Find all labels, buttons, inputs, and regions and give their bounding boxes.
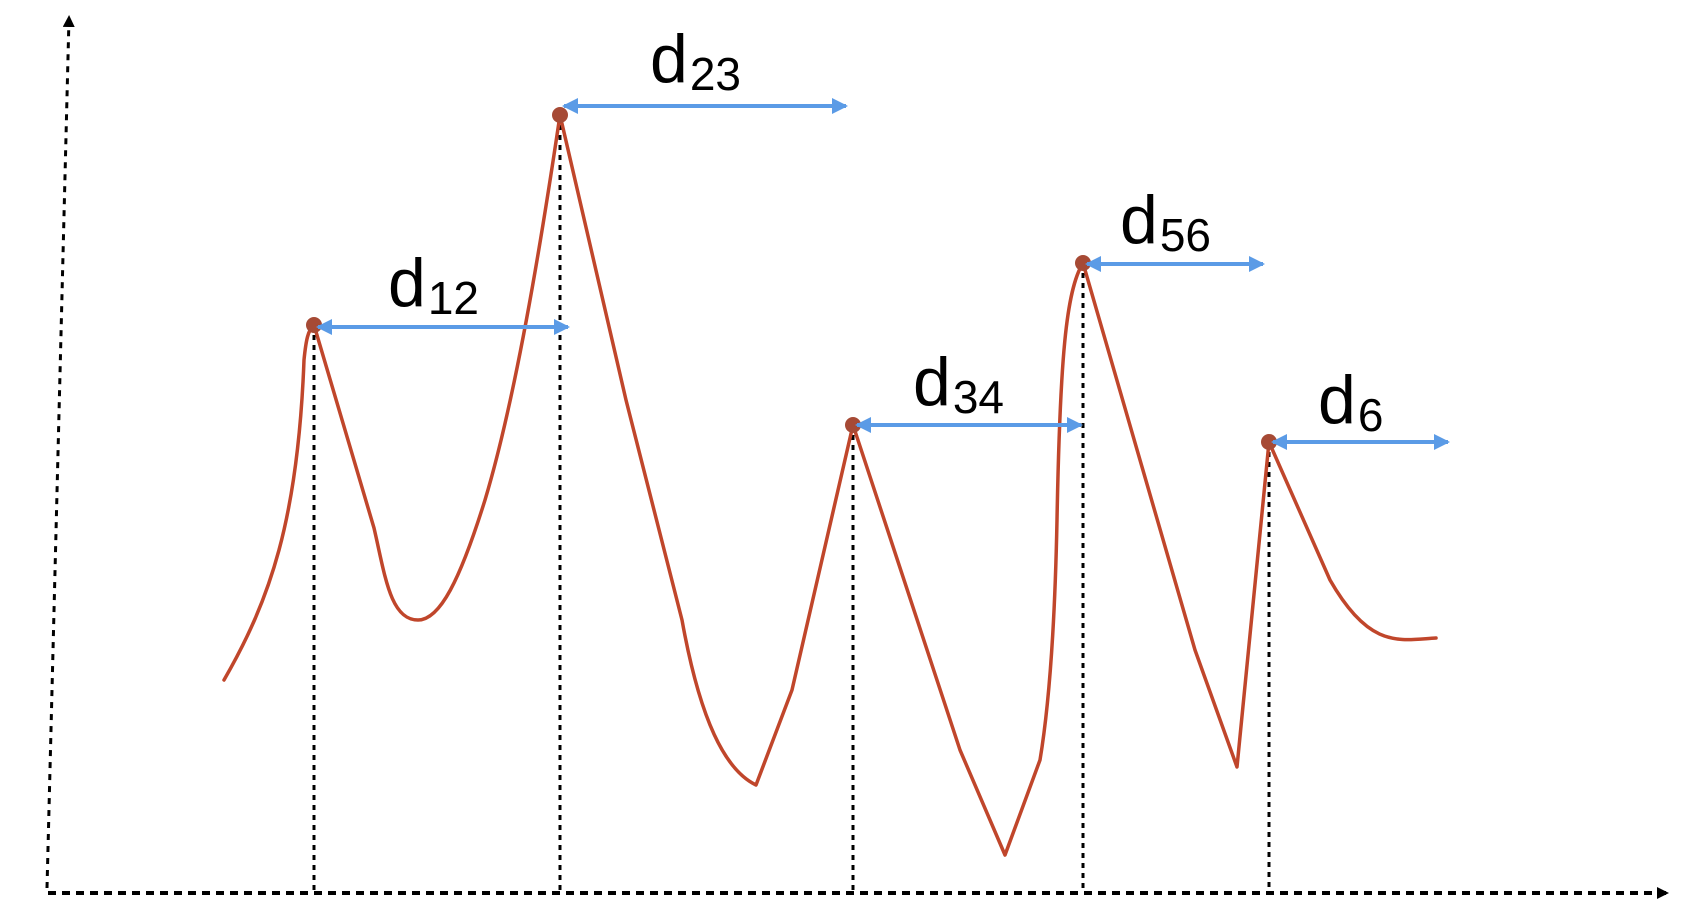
label-d56: d56 xyxy=(1120,182,1211,261)
distance-arrows xyxy=(316,98,1450,450)
label-d34: d34 xyxy=(913,344,1004,423)
label-d56-sub: 56 xyxy=(1160,209,1211,261)
label-d6: d6 xyxy=(1318,362,1383,441)
label-d23-base: d xyxy=(650,21,688,97)
label-d23-sub: 23 xyxy=(690,48,741,100)
label-d6-sub: 6 xyxy=(1358,389,1384,441)
label-d6-base: d xyxy=(1318,362,1356,438)
label-d12-base: d xyxy=(388,245,426,321)
label-d56-base: d xyxy=(1120,182,1158,258)
label-d34-base: d xyxy=(913,344,951,420)
label-d12: d12 xyxy=(388,245,479,324)
y-axis xyxy=(45,15,75,889)
drop-lines xyxy=(312,115,1271,893)
label-d34-sub: 34 xyxy=(953,371,1004,423)
peak-marker-2 xyxy=(552,107,568,123)
label-d12-sub: 12 xyxy=(428,272,479,324)
label-d23: d23 xyxy=(650,21,741,100)
signal-curve xyxy=(222,113,1438,857)
